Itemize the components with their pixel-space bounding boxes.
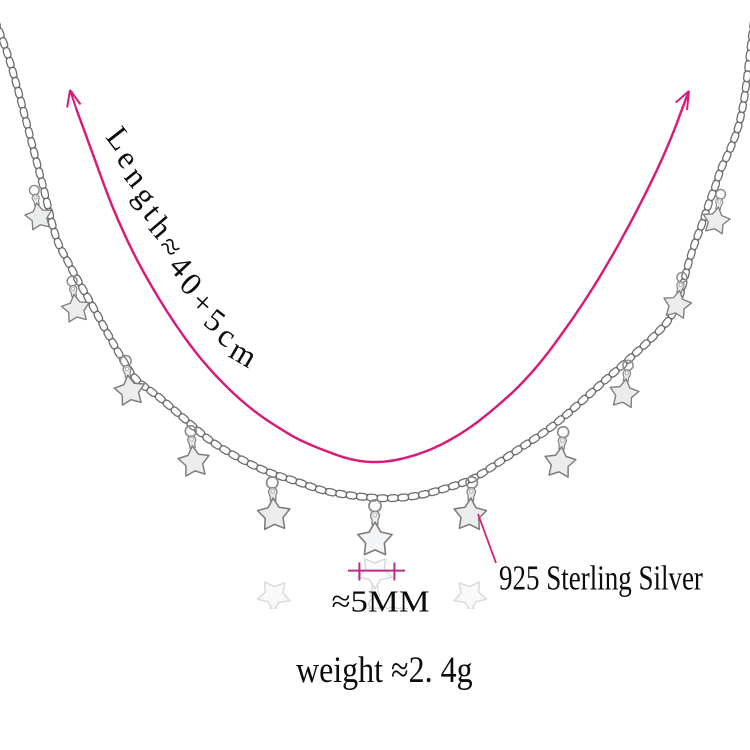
svg-text:925 Sterling Silver: 925 Sterling Silver [499, 558, 704, 597]
svg-text:weight ≈2. 4g: weight ≈2. 4g [296, 650, 473, 691]
svg-text:≈5MM: ≈5MM [332, 585, 430, 619]
